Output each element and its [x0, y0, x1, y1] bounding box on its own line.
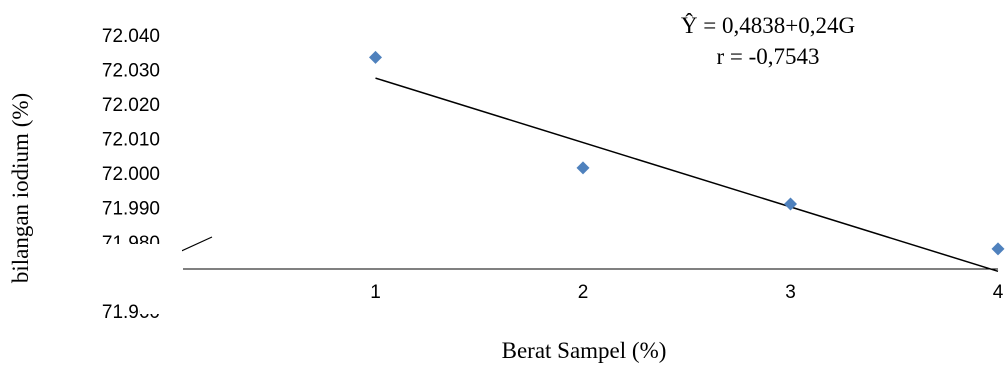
- data-point: [576, 161, 590, 175]
- break-overlay: [70, 244, 182, 258]
- data-point: [784, 197, 797, 211]
- y-tick-label: 72.040: [102, 26, 160, 47]
- y-axis-title: bilangan iodium (%): [8, 93, 33, 283]
- x-axis-title: Berat Sampel (%): [502, 338, 667, 363]
- break-overlay: [140, 284, 200, 314]
- equation-label: Ŷ = 0,4838+0,24G: [681, 13, 855, 38]
- x-tick-label: 3: [785, 282, 796, 303]
- y-tick-label: 72.010: [102, 130, 160, 151]
- y-tick-label: 72.020: [102, 95, 160, 116]
- x-tick-label: 2: [578, 282, 589, 303]
- y-tick-label: 71.990: [102, 199, 160, 220]
- trendline: [375, 77, 999, 273]
- break-overlay: [70, 258, 182, 288]
- r-value-label: r = -0,7543: [716, 44, 819, 69]
- x-tick-label: 4: [993, 282, 1004, 303]
- y-tick-label: 72.000: [102, 164, 160, 185]
- data-point: [369, 50, 382, 64]
- data-point: [991, 242, 1005, 256]
- data-points: [369, 50, 1005, 256]
- y-tick-label: 72.030: [102, 61, 160, 82]
- x-tick-label: 1: [370, 282, 381, 303]
